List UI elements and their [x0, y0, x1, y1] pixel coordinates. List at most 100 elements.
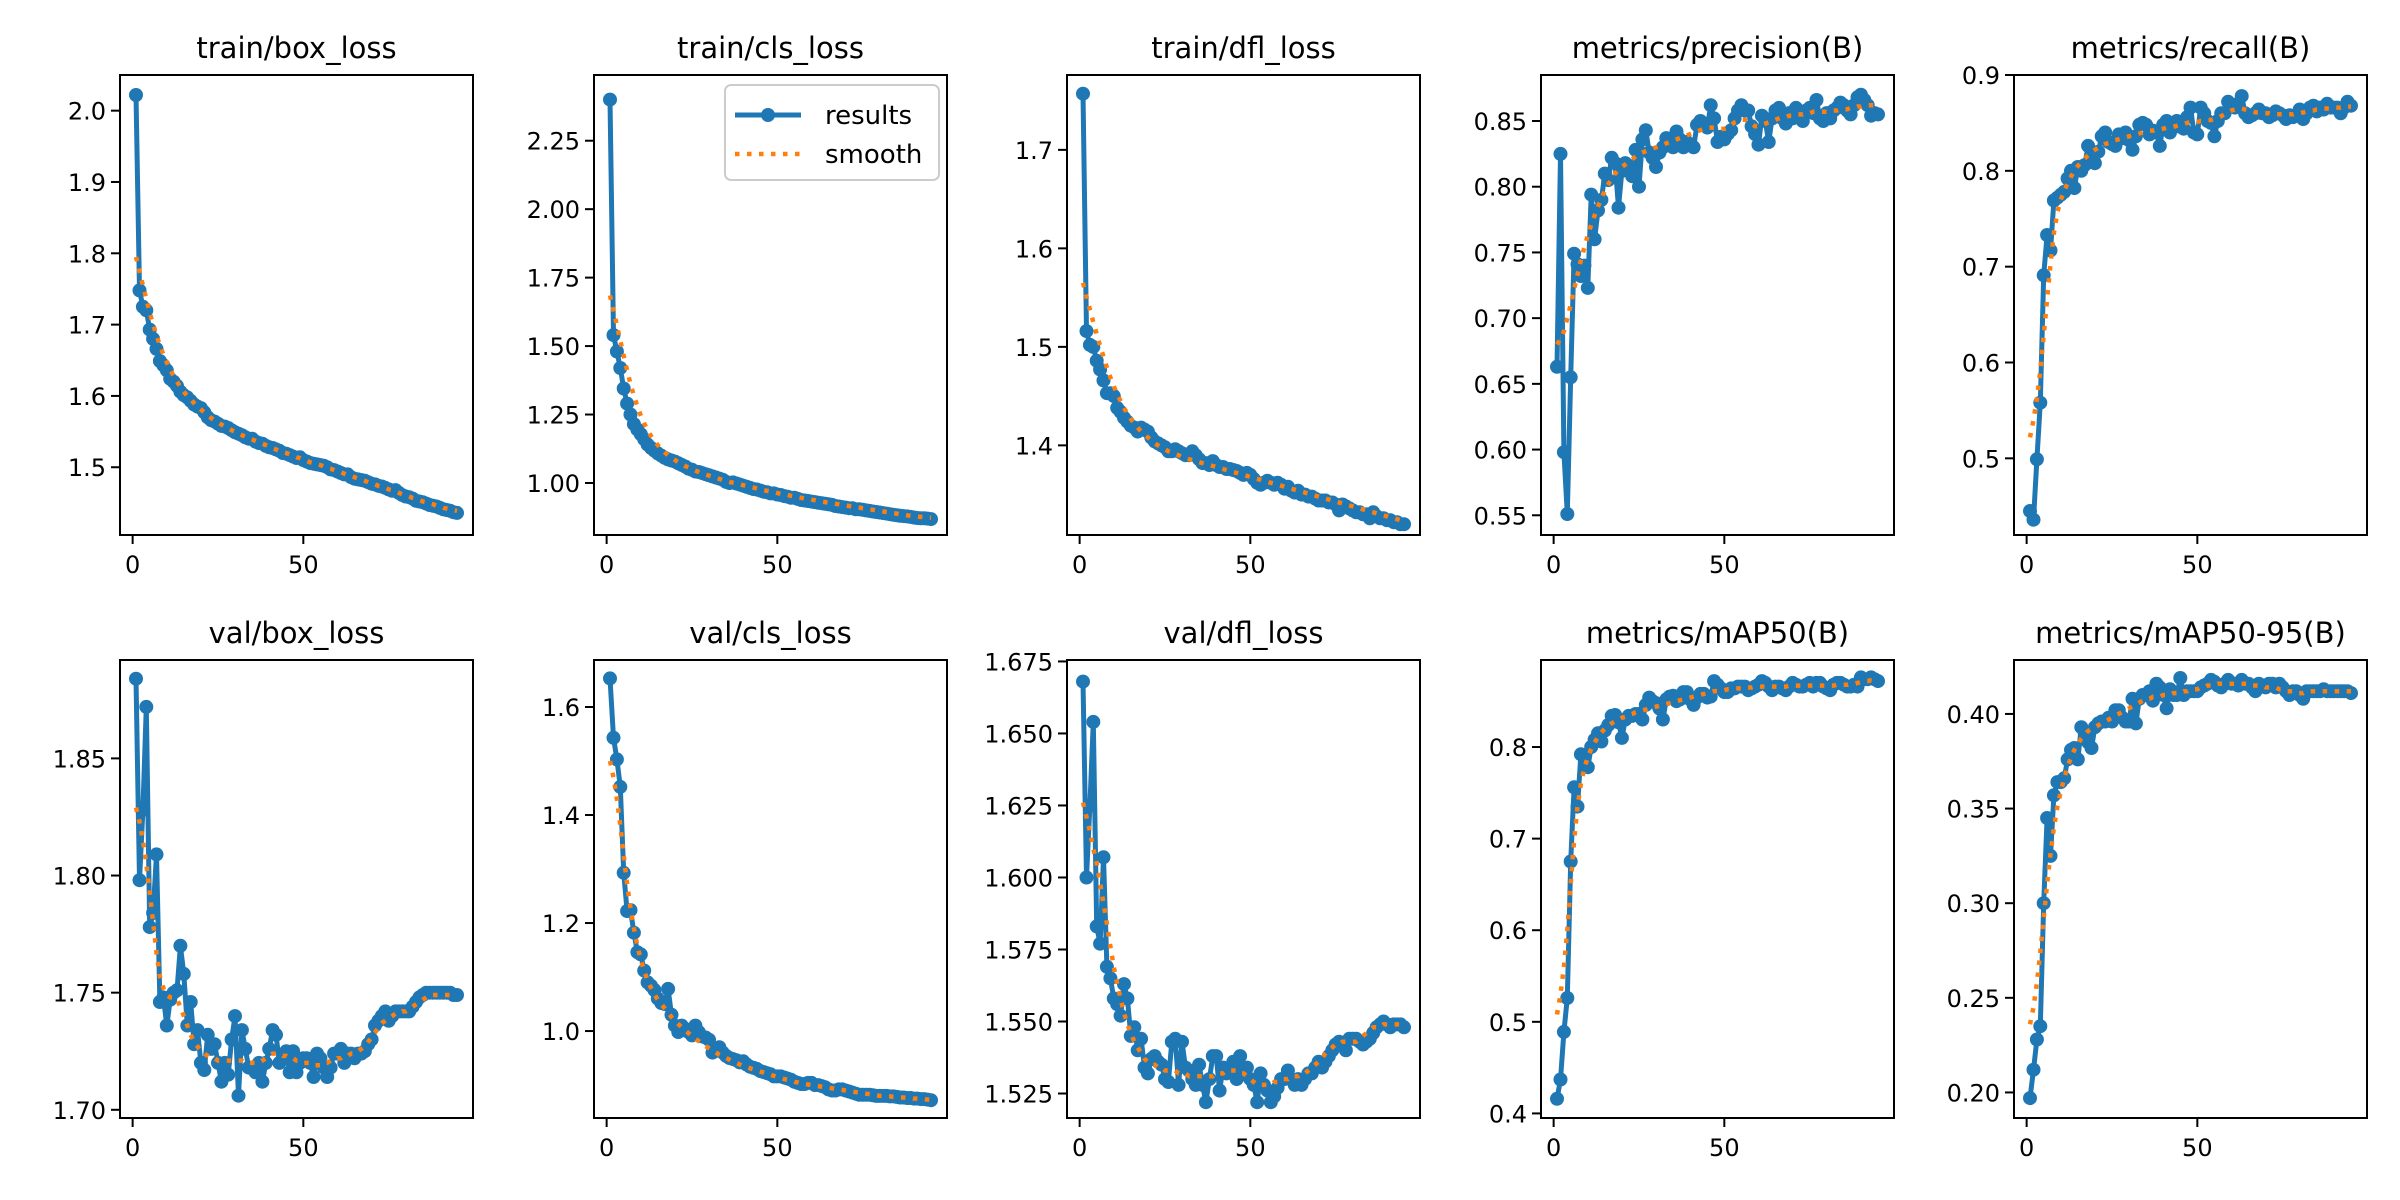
results-point [139, 699, 154, 714]
x-tick-label: 50 [288, 1134, 319, 1162]
axes-frame [593, 659, 948, 1119]
results-point [450, 988, 464, 1002]
results-point [1079, 324, 1094, 339]
y-tick-label: 1.0 [542, 1018, 580, 1046]
subplot-metrics-recall-b: metrics/recall(B) 0 50 0.5 0.6 0.7 0.8 0.9 [1962, 31, 2368, 579]
results-point [1397, 1020, 1411, 1035]
y-tick-label: 0.55 [1474, 502, 1527, 530]
axes-frame [119, 74, 474, 536]
results-point [1099, 959, 1114, 974]
results-point [1614, 730, 1629, 745]
results-point [1089, 919, 1104, 934]
results-point [1192, 1057, 1207, 1072]
y-tick-label: 1.50 [527, 333, 580, 361]
y-tick-label: 1.75 [53, 980, 106, 1008]
results-point [170, 983, 184, 998]
y-tick-label: 1.4 [1015, 432, 1053, 460]
results-point [2043, 243, 2058, 258]
x-tick-label: 0 [1546, 551, 1561, 579]
results-point [1553, 146, 1568, 161]
y-tick-label: 0.7 [1962, 254, 2000, 282]
results-point [2026, 512, 2041, 527]
smooth-line [1080, 802, 1404, 1088]
x-tick-label: 0 [1072, 1134, 1087, 1162]
results-point [2128, 716, 2143, 731]
results-point [620, 396, 635, 411]
y-tick-label: 1.4 [542, 802, 580, 830]
y-tick-label: 1.2 [542, 910, 580, 938]
results-point [626, 925, 641, 940]
x-tick-label: 50 [2182, 1134, 2213, 1162]
x-tick-label: 0 [125, 1134, 140, 1162]
x-tick-label: 50 [762, 1134, 793, 1162]
results-point [2033, 1019, 2048, 1034]
x-tick-label: 50 [1709, 1134, 1740, 1162]
results-point [1338, 1043, 1353, 1058]
results-point [603, 92, 617, 107]
subplot-val-box-loss: val/box_loss 0 50 1.70 1.75 1.80 1.85 [53, 616, 474, 1162]
plot-area [603, 92, 938, 527]
y-tick-label: 1.5 [68, 454, 106, 482]
y-tick-label: 0.70 [1474, 305, 1527, 333]
axes-frame [1540, 659, 1895, 1119]
axes-frame [1066, 659, 1421, 1119]
results-point [286, 1044, 301, 1059]
y-tick-label: 0.8 [1489, 734, 1527, 762]
y-tick-label: 0.5 [1962, 445, 2000, 473]
results-point [1649, 160, 1663, 174]
y-tick-label: 2.00 [527, 196, 580, 224]
results-point [1117, 977, 1131, 992]
results-point [1628, 142, 1643, 157]
smooth-line [1080, 282, 1405, 524]
results-point [146, 906, 161, 920]
results-point [1553, 1072, 1568, 1087]
results-point [1567, 780, 1582, 795]
subplot-train-cls-loss: train/cls_loss 0 50 1.00 1.25 1.50 1.75 2.00 2.2… [527, 31, 948, 579]
y-tick-label: 1.650 [984, 720, 1053, 748]
results-point [1550, 359, 1564, 374]
results-point [1560, 507, 1575, 521]
results-point [1086, 714, 1101, 729]
results-point [2067, 181, 2082, 196]
legend-results-marker-icon [761, 108, 775, 122]
y-tick-label: 0.20 [1947, 1079, 2000, 1107]
results-point [217, 1055, 232, 1070]
smooth-line [133, 256, 458, 513]
x-tick-label: 0 [2019, 551, 2034, 579]
results-point [609, 752, 624, 767]
smooth-line [607, 760, 931, 1102]
x-tick-label: 50 [1235, 551, 1266, 579]
subplot-title: val/cls_loss [689, 616, 851, 650]
results-point [1556, 1024, 1571, 1039]
smooth-line [133, 807, 457, 1068]
y-tick-label: 1.550 [984, 1009, 1053, 1037]
results-point [1233, 1049, 1248, 1064]
results-point [2084, 741, 2099, 755]
axes-frame [2013, 659, 2368, 1119]
y-tick-label: 0.40 [1947, 701, 2000, 729]
results-point [1093, 936, 1108, 951]
x-tick-label: 0 [599, 1134, 614, 1162]
y-tick-label: 1.9 [68, 169, 106, 197]
results-point [2046, 788, 2061, 803]
x-tick-label: 50 [1235, 1134, 1266, 1162]
results-point [364, 1032, 379, 1047]
y-tick-label: 1.80 [53, 863, 106, 891]
plot-area [2023, 671, 2358, 1106]
results-point [1611, 200, 1626, 215]
results-point [2091, 144, 2106, 159]
results-point [1655, 712, 1670, 727]
plot-area [129, 671, 464, 1103]
results-point [2040, 228, 2055, 242]
y-tick-label: 1.7 [1015, 137, 1053, 165]
plot-area [1076, 86, 1411, 532]
results-point [1871, 107, 1885, 122]
results-point [1096, 373, 1111, 388]
y-tick-label: 0.35 [1947, 796, 2000, 824]
results-point [1587, 232, 1602, 247]
results-point [1120, 991, 1135, 1006]
results-point [2029, 452, 2044, 467]
legend-label-smooth: smooth [825, 140, 922, 170]
y-tick-label: 2.0 [68, 98, 106, 126]
